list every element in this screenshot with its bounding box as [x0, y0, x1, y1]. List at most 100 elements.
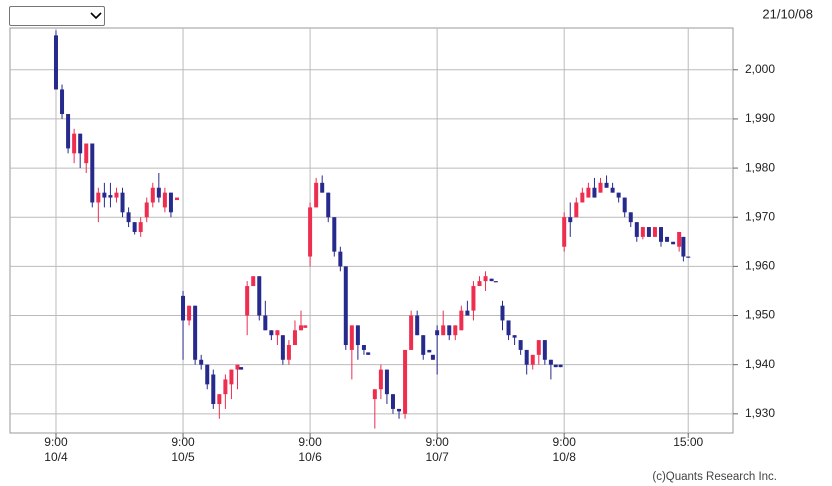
x-tick-label: 15:00 [673, 435, 703, 449]
candle-body [263, 315, 268, 331]
candle-body [355, 325, 360, 346]
candle-body [78, 133, 83, 154]
candle-body [223, 379, 228, 395]
candle-body [459, 310, 464, 331]
candle-body [245, 286, 250, 316]
candle-body [665, 236, 670, 242]
candle-body [465, 310, 470, 316]
candle-body [174, 197, 179, 201]
y-tick-label: 1,950 [745, 308, 775, 322]
candle-body [84, 143, 89, 164]
candle-body [610, 187, 615, 193]
candle-body [217, 394, 222, 405]
candle-body [500, 305, 505, 321]
candle-body [598, 182, 603, 193]
candle-body [493, 281, 498, 283]
candle-body [211, 374, 216, 405]
x-tick-date: 10/8 [553, 450, 577, 464]
candle-body [477, 281, 482, 287]
candle-body [427, 349, 432, 353]
candle-body [275, 330, 280, 336]
candle-body [640, 227, 645, 237]
candle-body [102, 192, 107, 198]
candle-body [568, 217, 573, 223]
candle-body [634, 222, 639, 237]
period-select[interactable] [9, 6, 105, 26]
candle-body [604, 182, 609, 188]
candle-body [72, 133, 77, 154]
candle-body [489, 278, 494, 282]
x-tick-label: 9:00 [425, 435, 449, 449]
candle-body [403, 349, 408, 414]
candle-body [397, 408, 402, 412]
candle-body [162, 192, 167, 208]
candle-body [435, 330, 440, 336]
candle-body [646, 227, 651, 237]
credit: (c)Quants Research Inc. [652, 471, 777, 483]
candle-body [144, 202, 149, 218]
candle-body [366, 352, 371, 355]
candle-body [150, 187, 155, 203]
candle-body [659, 227, 664, 242]
candle-body [251, 276, 256, 287]
candle-body [239, 367, 244, 370]
select-arrow-icon [90, 12, 102, 20]
candle-body [53, 35, 58, 90]
x-tick-label: 9:00 [171, 435, 195, 449]
candle-body [681, 236, 686, 257]
candle-body [592, 187, 597, 198]
candle-body [372, 389, 377, 400]
candle-body [132, 222, 137, 232]
candle-body [518, 340, 523, 350]
candle-body [530, 354, 535, 365]
candle-body [512, 335, 517, 338]
candle-body [114, 192, 119, 198]
chevron [90, 12, 102, 20]
candle-body [447, 325, 452, 336]
x-tick-date: 10/5 [171, 450, 195, 464]
candle-body [303, 325, 308, 328]
y-tick-label: 1,940 [745, 357, 775, 371]
candle-body [384, 369, 389, 395]
candle-body [338, 251, 343, 267]
candle-body [280, 335, 285, 360]
candle-body [415, 315, 420, 336]
candle-body [421, 335, 426, 355]
candle-body [90, 143, 95, 203]
candle-body [269, 330, 274, 336]
x-tick-label: 9:00 [298, 435, 322, 449]
candle-body [409, 315, 414, 350]
candle-body [126, 212, 131, 223]
candle-body [205, 364, 210, 385]
candle-body [430, 354, 435, 360]
candle-body [652, 227, 657, 237]
candle-body [156, 187, 161, 198]
x-tick-date: 10/6 [298, 450, 322, 464]
candle-body [193, 305, 198, 360]
candle-body [314, 182, 319, 208]
candle-body [229, 369, 234, 385]
y-tick-label: 1,930 [745, 406, 775, 420]
candle-body [558, 364, 563, 368]
candle-body [378, 369, 383, 390]
candle-body [586, 187, 591, 198]
candle-body [96, 192, 101, 203]
candle-body [542, 340, 547, 360]
x-tick-label: 9:00 [553, 435, 577, 449]
candle-body [616, 192, 621, 198]
candle-body [187, 305, 192, 321]
candle-body [181, 295, 186, 321]
candle-body [120, 192, 125, 213]
plot-frame [9, 27, 734, 434]
candle-body [524, 349, 529, 365]
candle-body [349, 325, 354, 350]
candle-body [257, 276, 262, 316]
y-tick-label: 1,970 [745, 209, 775, 223]
candle-body [138, 222, 143, 232]
candle-body [390, 394, 395, 409]
candle-body [66, 114, 71, 149]
y-tick-label: 1,960 [745, 259, 775, 273]
candle-body [622, 197, 627, 213]
candle-body [168, 192, 173, 213]
